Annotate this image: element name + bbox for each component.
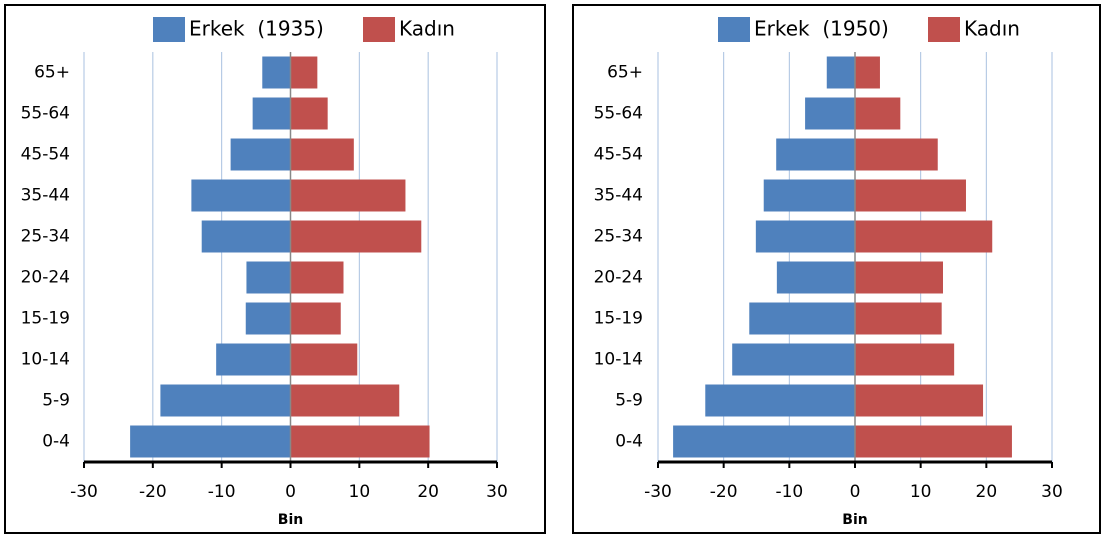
bar xyxy=(855,220,993,253)
bar xyxy=(673,425,855,458)
y-tick-label: 20-24 xyxy=(594,268,643,288)
y-tick-label: 15-19 xyxy=(594,309,643,329)
legend-swatch xyxy=(718,17,750,42)
bar xyxy=(776,261,855,294)
x-tick-label: 30 xyxy=(486,482,508,502)
bar xyxy=(855,179,966,212)
y-tick-label: 55-64 xyxy=(21,104,70,124)
bar xyxy=(290,138,354,171)
bar xyxy=(855,56,880,89)
x-tick-label: 10 xyxy=(910,482,932,502)
y-tick-label: 25-34 xyxy=(21,227,70,247)
bar xyxy=(290,56,318,89)
bar xyxy=(732,343,855,376)
legend-swatch xyxy=(363,17,395,42)
bar xyxy=(855,97,901,130)
y-tick-label: 20-24 xyxy=(21,268,70,288)
x-tick-label: 0 xyxy=(850,482,861,502)
x-axis-label: Bin xyxy=(842,512,867,528)
panel-frame xyxy=(572,4,1101,534)
bar xyxy=(290,220,422,253)
x-tick-label: -10 xyxy=(208,482,236,502)
y-tick-label: 65+ xyxy=(607,63,643,83)
bar xyxy=(246,261,291,294)
bar xyxy=(776,138,855,171)
y-tick-label: 65+ xyxy=(34,63,70,83)
legend-swatch xyxy=(153,17,185,42)
bar xyxy=(805,97,855,130)
x-tick-label: 20 xyxy=(976,482,998,502)
bar xyxy=(191,179,291,212)
y-tick-label: 5-9 xyxy=(615,391,643,411)
y-tick-label: 15-19 xyxy=(21,309,70,329)
y-tick-label: 45-54 xyxy=(594,145,643,165)
y-tick-label: 55-64 xyxy=(594,104,643,124)
bar xyxy=(855,261,943,294)
y-tick-label: 10-14 xyxy=(21,350,70,370)
bar xyxy=(290,384,400,417)
x-tick-label: -30 xyxy=(644,482,672,502)
x-axis-label: Bin xyxy=(278,512,303,528)
y-tick-label: 45-54 xyxy=(21,145,70,165)
x-tick-label: 30 xyxy=(1041,482,1063,502)
x-tick-label: -30 xyxy=(70,482,98,502)
y-tick-label: 0-4 xyxy=(615,432,643,452)
bar xyxy=(216,343,291,376)
y-tick-label: 35-44 xyxy=(21,186,70,206)
legend-label: Kadın xyxy=(964,17,1020,41)
legend-label: Kadın xyxy=(399,17,455,41)
x-tick-label: 20 xyxy=(417,482,439,502)
y-tick-label: 5-9 xyxy=(42,391,70,411)
legend-label: Erkek (1935) xyxy=(189,17,324,41)
bar xyxy=(855,138,938,171)
bar xyxy=(290,425,430,458)
x-tick-label: -10 xyxy=(775,482,803,502)
bar xyxy=(290,179,406,212)
x-tick-label: 0 xyxy=(285,482,296,502)
bar xyxy=(826,56,855,89)
y-tick-label: 10-14 xyxy=(594,350,643,370)
bar xyxy=(755,220,855,253)
bar xyxy=(855,343,955,376)
bar xyxy=(763,179,855,212)
bar xyxy=(230,138,291,171)
legend-label: Erkek (1950) xyxy=(754,17,889,41)
bar xyxy=(262,56,291,89)
bar xyxy=(290,302,341,335)
bar xyxy=(855,302,942,335)
bar xyxy=(130,425,291,458)
bar xyxy=(855,384,984,417)
x-tick-label: -20 xyxy=(139,482,167,502)
bar xyxy=(252,97,291,130)
bar xyxy=(290,261,344,294)
x-tick-label: 10 xyxy=(349,482,371,502)
bar xyxy=(201,220,291,253)
bar xyxy=(290,97,328,130)
bar xyxy=(290,343,358,376)
bar xyxy=(160,384,291,417)
legend-swatch xyxy=(928,17,960,42)
bar xyxy=(855,425,1012,458)
y-tick-label: 35-44 xyxy=(594,186,643,206)
bar xyxy=(705,384,855,417)
y-tick-label: 0-4 xyxy=(42,432,70,452)
bar xyxy=(245,302,291,335)
bar xyxy=(749,302,855,335)
x-tick-label: -20 xyxy=(710,482,738,502)
panel-frame xyxy=(4,4,546,534)
y-tick-label: 25-34 xyxy=(594,227,643,247)
